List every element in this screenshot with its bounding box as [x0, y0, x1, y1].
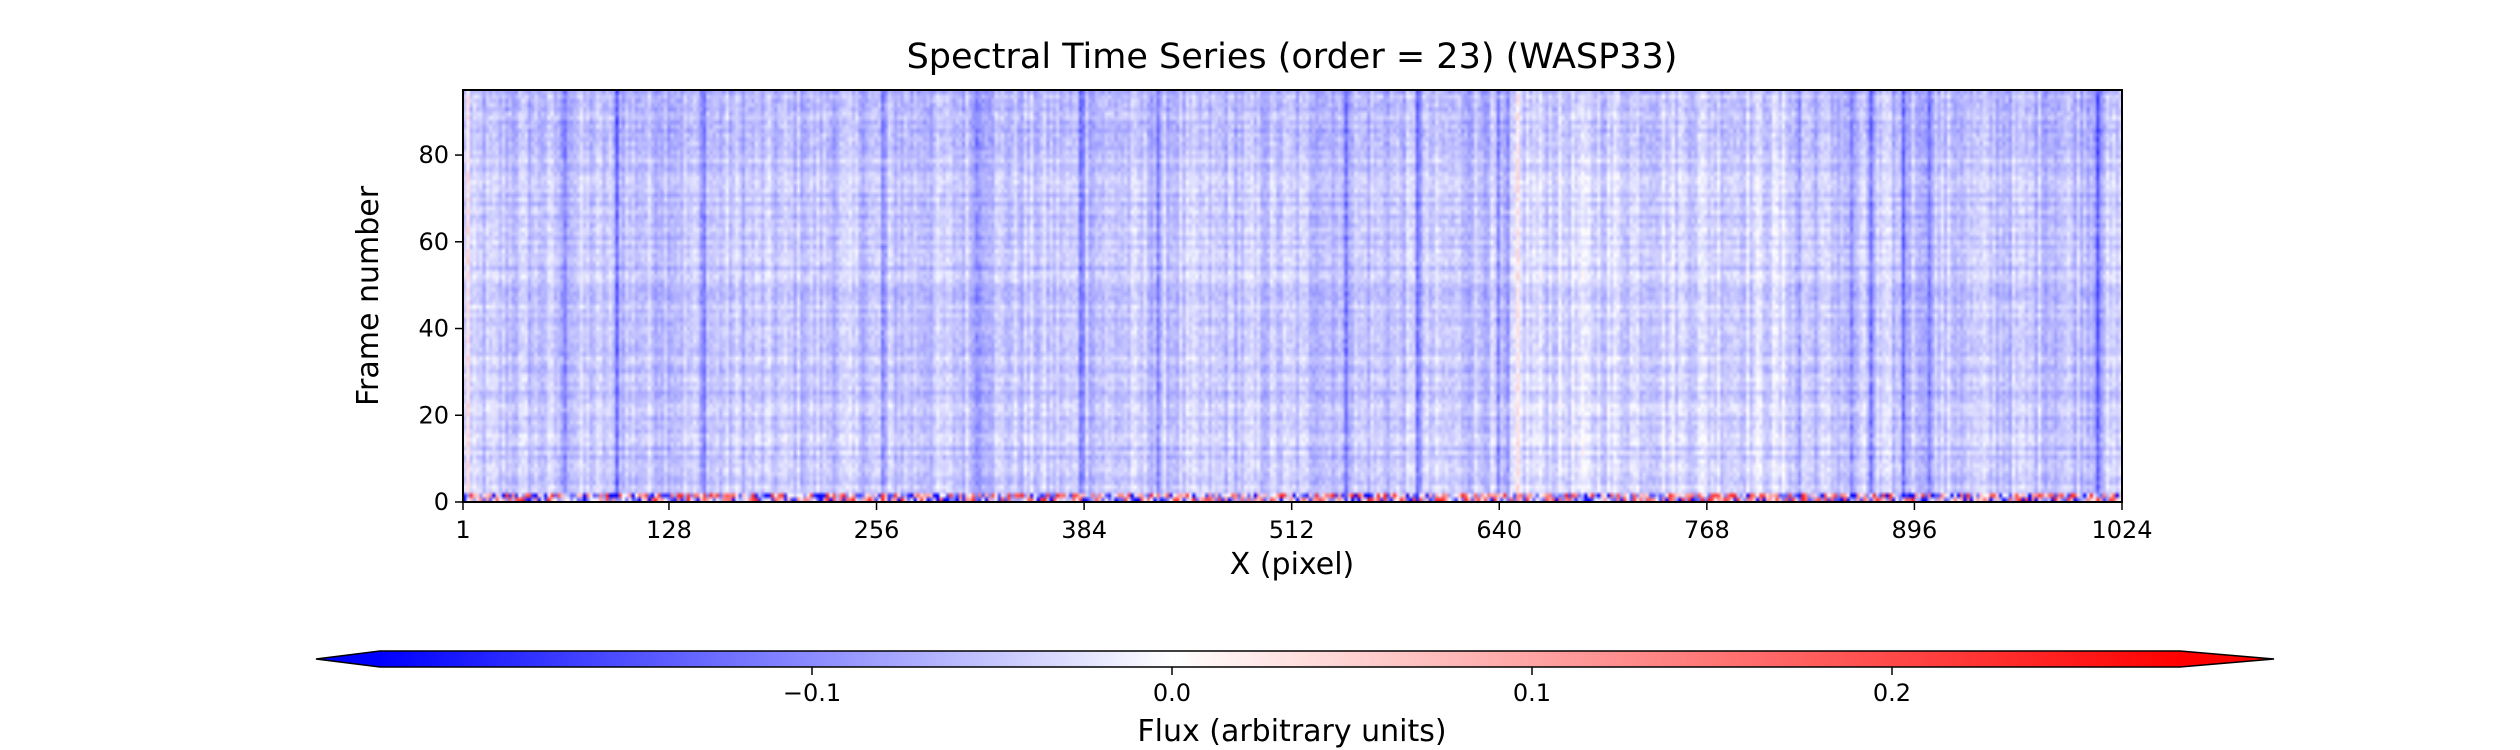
x-tick-label: 256 [854, 516, 900, 544]
x-tick-label: 512 [1269, 516, 1315, 544]
y-axis: 0 20 40 60 80 [418, 141, 463, 516]
x-tick-label: 768 [1684, 516, 1730, 544]
colorbar-label: Flux (arbitrary units) [1137, 714, 1446, 749]
x-tick-label: 640 [1476, 516, 1522, 544]
y-axis-label: Frame number [351, 185, 386, 406]
colorbar-gradient [380, 651, 2180, 667]
x-axis: 1 128 256 384 512 640 768 896 1024 [455, 502, 2153, 544]
x-tick-label: 1024 [2091, 516, 2152, 544]
y-tick-label: 80 [418, 141, 449, 169]
heatmap-raster [463, 90, 2122, 502]
colorbar-extend-high [2180, 651, 2274, 667]
heatmap-image [463, 90, 2122, 502]
y-tick-label: 40 [418, 315, 449, 343]
chart-title: Spectral Time Series (order = 23) (WASP3… [907, 37, 1678, 77]
colorbar-tick-label: 0.0 [1153, 679, 1191, 707]
x-axis-label: X (pixel) [1230, 547, 1355, 582]
colorbar-tick-label: −0.1 [783, 679, 841, 707]
colorbar-tick-label: 0.1 [1513, 679, 1551, 707]
colorbar-ticks: −0.1 0.0 0.1 0.2 [783, 667, 1911, 707]
colorbar-tick-label: 0.2 [1873, 679, 1911, 707]
x-tick-label: 384 [1061, 516, 1107, 544]
colorbar-outline [315, 650, 2275, 668]
y-tick-label: 0 [434, 488, 449, 516]
colorbar: −0.1 0.0 0.1 0.2 [315, 650, 2275, 707]
y-tick-label: 20 [418, 401, 449, 429]
x-tick-label: 1 [455, 516, 470, 544]
x-tick-label: 896 [1892, 516, 1938, 544]
plot-frame [462, 89, 2123, 503]
y-tick-label: 60 [418, 228, 449, 256]
x-tick-label: 128 [646, 516, 692, 544]
colorbar-extend-low [316, 651, 380, 667]
